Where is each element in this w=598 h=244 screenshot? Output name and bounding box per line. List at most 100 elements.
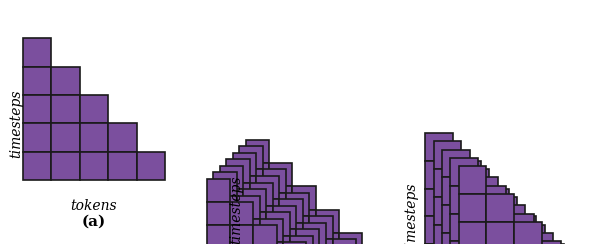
Bar bbox=[459, 166, 486, 194]
Bar bbox=[453, 216, 481, 244]
Bar bbox=[23, 67, 51, 95]
Bar bbox=[470, 233, 498, 244]
Bar bbox=[292, 186, 316, 210]
Bar bbox=[246, 233, 269, 244]
Bar bbox=[533, 241, 562, 244]
Bar bbox=[478, 214, 506, 241]
Bar bbox=[213, 242, 237, 244]
Bar bbox=[233, 223, 256, 244]
Bar bbox=[249, 229, 273, 244]
Bar bbox=[246, 210, 269, 233]
Bar bbox=[332, 239, 356, 244]
Bar bbox=[51, 152, 80, 180]
Bar bbox=[434, 142, 462, 169]
Bar bbox=[273, 206, 296, 229]
Bar bbox=[51, 123, 80, 152]
Bar bbox=[481, 216, 509, 244]
Bar bbox=[442, 205, 470, 233]
Bar bbox=[279, 223, 303, 244]
Bar bbox=[213, 219, 237, 242]
Bar bbox=[498, 233, 525, 244]
Bar bbox=[450, 214, 478, 241]
Bar bbox=[462, 224, 489, 244]
Bar bbox=[207, 225, 230, 244]
Bar bbox=[239, 193, 263, 216]
Bar bbox=[239, 216, 263, 239]
Text: timesteps: timesteps bbox=[9, 89, 23, 158]
Bar bbox=[273, 229, 296, 244]
Bar bbox=[243, 212, 266, 236]
Bar bbox=[462, 169, 489, 197]
Bar bbox=[80, 123, 108, 152]
Bar bbox=[213, 172, 237, 196]
Bar bbox=[256, 223, 279, 244]
Bar bbox=[478, 186, 506, 214]
Bar bbox=[256, 199, 279, 223]
Bar bbox=[316, 233, 339, 244]
Bar bbox=[286, 216, 309, 239]
Bar bbox=[459, 222, 486, 244]
Bar bbox=[286, 239, 309, 244]
Bar bbox=[269, 233, 292, 244]
Text: tokens: tokens bbox=[71, 199, 117, 213]
Bar bbox=[243, 189, 266, 212]
Bar bbox=[279, 199, 303, 223]
Bar bbox=[486, 222, 514, 244]
Bar bbox=[237, 196, 260, 219]
Bar bbox=[227, 206, 249, 229]
Bar bbox=[239, 239, 263, 244]
Bar bbox=[207, 202, 230, 225]
Bar bbox=[227, 229, 249, 244]
Bar bbox=[80, 152, 108, 180]
Bar bbox=[263, 216, 286, 239]
Bar bbox=[227, 183, 249, 206]
Bar bbox=[230, 202, 254, 225]
Text: timesteps: timesteps bbox=[404, 182, 419, 244]
Bar bbox=[425, 161, 453, 189]
Bar bbox=[220, 189, 243, 212]
Bar bbox=[459, 194, 486, 222]
Bar bbox=[442, 233, 470, 244]
Bar bbox=[450, 158, 478, 186]
Bar bbox=[260, 242, 283, 244]
Bar bbox=[283, 242, 306, 244]
Bar bbox=[289, 236, 313, 244]
Bar bbox=[269, 210, 292, 233]
Bar bbox=[470, 177, 498, 205]
Bar bbox=[525, 233, 553, 244]
Bar bbox=[260, 219, 283, 242]
Bar bbox=[269, 163, 292, 186]
Bar bbox=[470, 205, 498, 233]
Bar bbox=[108, 123, 136, 152]
Bar bbox=[514, 222, 542, 244]
Bar bbox=[51, 95, 80, 123]
Bar bbox=[213, 196, 237, 219]
Bar bbox=[23, 95, 51, 123]
Bar bbox=[442, 150, 470, 177]
Bar bbox=[243, 236, 266, 244]
Bar bbox=[263, 170, 286, 193]
Bar bbox=[233, 199, 256, 223]
Bar bbox=[450, 241, 478, 244]
Bar bbox=[266, 236, 289, 244]
Bar bbox=[227, 159, 249, 183]
Bar bbox=[517, 224, 545, 244]
Bar bbox=[237, 242, 260, 244]
Bar bbox=[434, 197, 462, 224]
Bar bbox=[51, 67, 80, 95]
Bar bbox=[233, 153, 256, 176]
Bar bbox=[462, 197, 489, 224]
Bar bbox=[309, 216, 332, 239]
Bar bbox=[246, 163, 269, 186]
Bar bbox=[509, 216, 536, 244]
Bar bbox=[207, 179, 230, 202]
Bar bbox=[292, 233, 316, 244]
Bar bbox=[23, 123, 51, 152]
Bar bbox=[486, 194, 514, 222]
Bar bbox=[434, 224, 462, 244]
Bar bbox=[498, 205, 525, 233]
Bar bbox=[233, 176, 256, 199]
Bar bbox=[239, 146, 263, 170]
Bar bbox=[239, 170, 263, 193]
Bar bbox=[286, 193, 309, 216]
